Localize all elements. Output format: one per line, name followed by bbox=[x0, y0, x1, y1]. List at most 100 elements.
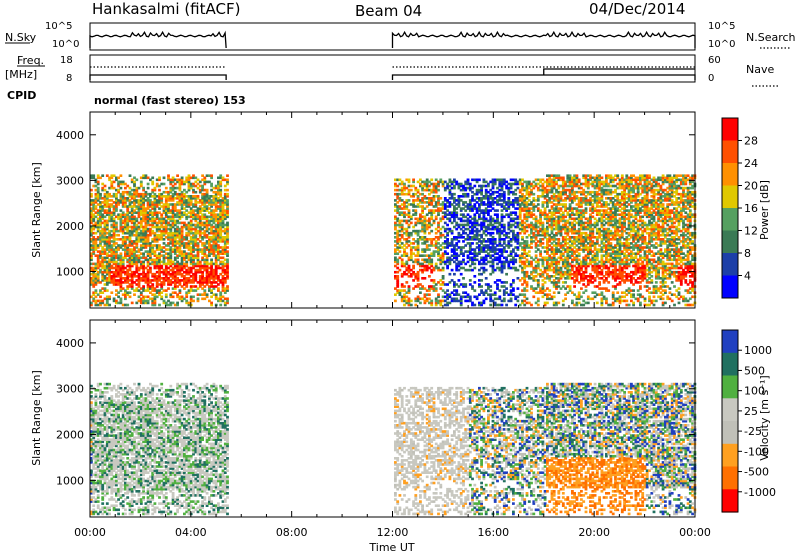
heatmap-cell bbox=[146, 205, 150, 208]
heatmap-cell bbox=[203, 254, 207, 257]
heatmap-cell bbox=[173, 209, 177, 212]
heatmap-cell bbox=[189, 201, 193, 204]
heatmap-cell bbox=[99, 244, 102, 247]
heatmap-cell bbox=[498, 295, 502, 299]
heatmap-cell bbox=[158, 221, 161, 225]
heatmap-cell bbox=[201, 266, 204, 270]
heatmap-cell bbox=[137, 256, 141, 260]
heatmap-cell bbox=[178, 248, 182, 251]
heatmap-cell bbox=[189, 238, 193, 241]
heatmap-cell bbox=[121, 242, 125, 245]
heatmap-cell bbox=[146, 199, 150, 202]
heatmap-cell bbox=[192, 215, 195, 219]
heatmap-cell bbox=[133, 293, 136, 296]
heatmap-cell bbox=[205, 215, 209, 219]
heatmap-cell bbox=[169, 180, 173, 184]
heatmap-cell bbox=[105, 248, 109, 251]
heatmap-cell bbox=[108, 195, 111, 198]
heatmap-cell bbox=[201, 209, 204, 212]
heatmap-cell bbox=[137, 272, 141, 276]
heatmap-cell bbox=[115, 221, 118, 225]
heatmap-cell bbox=[171, 217, 175, 221]
heatmap-cell bbox=[124, 281, 127, 284]
heatmap-cell bbox=[144, 233, 148, 237]
heatmap-cell bbox=[90, 272, 93, 276]
heatmap-cell bbox=[133, 250, 136, 253]
heatmap-cell bbox=[198, 268, 202, 272]
heatmap-cell bbox=[167, 192, 170, 196]
heatmap-cell bbox=[446, 289, 449, 292]
heatmap-cell bbox=[126, 225, 130, 229]
heatmap-cell bbox=[178, 270, 182, 274]
heatmap-cell bbox=[139, 236, 143, 239]
heatmap-cell bbox=[133, 195, 136, 198]
heatmap-cell bbox=[133, 233, 136, 237]
heatmap-cell bbox=[94, 254, 98, 257]
heatmap-cell bbox=[189, 211, 193, 214]
heatmap-cell bbox=[103, 260, 107, 264]
heatmap-cell bbox=[108, 303, 111, 307]
heatmap-cell bbox=[108, 236, 111, 239]
heatmap-cell bbox=[99, 207, 102, 210]
heatmap-cell bbox=[92, 270, 96, 274]
heatmap-cell bbox=[180, 215, 184, 219]
heatmap-cell bbox=[99, 295, 102, 299]
heatmap-cell bbox=[108, 295, 111, 299]
heatmap-cell bbox=[167, 178, 170, 182]
heatmap-cell bbox=[115, 199, 118, 202]
heatmap-cell bbox=[534, 215, 538, 219]
heatmap-cell bbox=[128, 205, 132, 208]
heatmap-cell bbox=[180, 242, 184, 245]
heatmap-cell bbox=[146, 217, 150, 221]
heatmap-cell bbox=[176, 240, 179, 243]
heatmap-cell bbox=[128, 192, 132, 196]
heatmap-cell bbox=[121, 238, 125, 241]
heatmap-cell bbox=[196, 268, 200, 272]
heatmap-cell bbox=[139, 252, 143, 255]
heatmap-cell bbox=[99, 225, 102, 229]
heatmap-cell bbox=[153, 205, 157, 208]
heatmap-cell bbox=[164, 270, 168, 274]
heatmap-cell bbox=[210, 236, 213, 239]
heatmap-cell bbox=[160, 213, 164, 216]
heatmap-cell bbox=[121, 258, 125, 262]
heatmap-cell bbox=[105, 270, 109, 274]
heatmap-cell bbox=[139, 260, 143, 264]
heatmap-cell bbox=[194, 279, 198, 282]
heatmap-cell bbox=[198, 281, 202, 284]
heatmap-cell bbox=[176, 295, 179, 299]
heatmap-cell bbox=[110, 184, 114, 188]
heatmap-cell bbox=[210, 258, 213, 262]
heatmap-cell bbox=[90, 301, 93, 305]
heatmap-cell bbox=[187, 174, 191, 177]
heatmap-cell bbox=[167, 174, 170, 177]
heatmap-cell bbox=[130, 240, 134, 243]
heatmap-cell bbox=[121, 264, 125, 268]
heatmap-cell bbox=[164, 272, 168, 276]
heatmap-cell bbox=[194, 180, 198, 184]
heatmap-cell bbox=[92, 299, 96, 303]
heatmap-cell bbox=[205, 258, 209, 262]
heatmap-cell bbox=[196, 293, 200, 296]
heatmap-cell bbox=[153, 264, 157, 268]
heatmap-cell bbox=[205, 268, 209, 272]
heatmap-cell bbox=[201, 236, 204, 239]
heatmap-cell bbox=[105, 279, 109, 282]
heatmap-cell bbox=[133, 197, 136, 200]
heatmap-cell bbox=[117, 248, 120, 251]
heatmap-cell bbox=[196, 231, 200, 235]
heatmap-cell bbox=[169, 236, 173, 239]
heatmap-cell bbox=[187, 279, 191, 282]
heatmap-cell bbox=[124, 289, 127, 292]
heatmap-cell bbox=[121, 199, 125, 202]
heatmap-cell bbox=[173, 272, 177, 276]
heatmap-cell bbox=[180, 180, 184, 184]
heatmap-cell bbox=[192, 246, 195, 249]
heatmap-cell bbox=[112, 238, 116, 241]
heatmap-cell bbox=[92, 227, 96, 231]
heatmap-cell bbox=[162, 301, 166, 305]
heatmap-cell bbox=[210, 215, 213, 219]
heatmap-cell bbox=[105, 289, 109, 292]
heatmap-cell bbox=[119, 217, 123, 221]
heatmap-cell bbox=[99, 291, 102, 294]
